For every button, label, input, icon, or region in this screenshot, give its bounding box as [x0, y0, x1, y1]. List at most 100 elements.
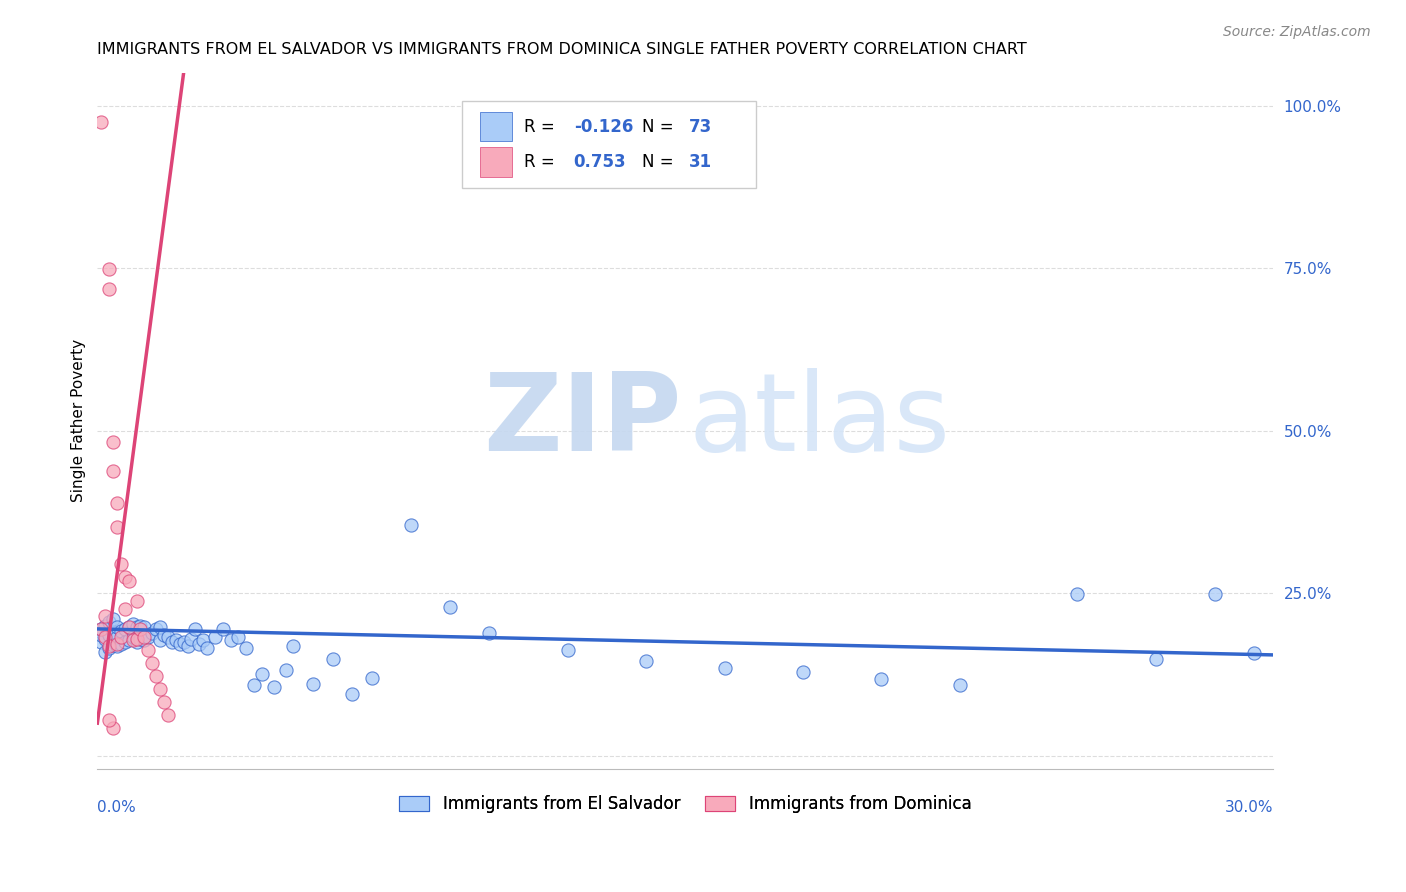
Point: [949, 678, 972, 692]
Point: [94, 608, 117, 623]
Point: [110, 557, 132, 571]
Point: [360, 671, 382, 685]
Point: [98, 282, 121, 296]
Point: [101, 625, 124, 640]
Point: [105, 630, 128, 644]
Point: [160, 635, 183, 649]
Point: [94, 631, 117, 645]
Point: [98, 628, 121, 642]
Point: [263, 681, 285, 695]
Text: atlas: atlas: [689, 368, 950, 474]
Text: N =: N =: [643, 118, 679, 136]
FancyBboxPatch shape: [479, 147, 512, 177]
Text: 73: 73: [689, 118, 713, 136]
Point: [125, 620, 148, 634]
Point: [792, 665, 814, 680]
Point: [250, 667, 273, 681]
Point: [101, 464, 124, 478]
Point: [90, 622, 112, 636]
Point: [105, 637, 128, 651]
Point: [110, 637, 132, 651]
Point: [98, 713, 121, 727]
Point: [129, 632, 152, 646]
Point: [153, 695, 176, 709]
Point: [141, 626, 163, 640]
Point: [121, 632, 143, 647]
Point: [129, 618, 152, 632]
Point: [439, 600, 461, 615]
Point: [145, 669, 167, 683]
Point: [557, 643, 579, 657]
Point: [180, 632, 202, 646]
Text: 30.0%: 30.0%: [1225, 800, 1274, 815]
Point: [101, 435, 124, 450]
Point: [134, 632, 156, 647]
Point: [134, 631, 156, 645]
Point: [243, 678, 266, 692]
Point: [125, 632, 148, 646]
Point: [302, 677, 325, 691]
Point: [870, 672, 893, 686]
Point: [125, 594, 148, 608]
Point: [219, 632, 242, 647]
Text: 0.753: 0.753: [574, 153, 626, 171]
FancyBboxPatch shape: [463, 101, 756, 188]
Point: [636, 654, 658, 668]
Point: [94, 645, 117, 659]
Point: [1243, 646, 1265, 660]
Text: R =: R =: [524, 153, 560, 171]
Point: [114, 602, 136, 616]
Point: [184, 622, 207, 636]
Point: [156, 708, 179, 723]
Text: -0.126: -0.126: [574, 118, 633, 136]
Point: [1204, 587, 1226, 601]
Point: [173, 635, 195, 649]
Point: [399, 517, 422, 532]
Point: [90, 628, 112, 642]
Point: [149, 682, 172, 697]
Point: [114, 570, 136, 584]
Point: [149, 632, 172, 647]
Point: [156, 631, 179, 645]
Point: [176, 640, 198, 654]
Point: [136, 631, 159, 645]
Point: [188, 637, 211, 651]
Text: Source: ZipAtlas.com: Source: ZipAtlas.com: [1223, 25, 1371, 39]
Point: [118, 620, 141, 634]
Point: [101, 722, 124, 736]
Point: [121, 617, 143, 632]
Point: [713, 661, 735, 675]
Point: [118, 632, 141, 647]
Point: [136, 643, 159, 657]
Point: [114, 622, 136, 636]
Text: ZIP: ZIP: [484, 368, 682, 474]
Point: [228, 631, 250, 645]
Legend: Immigrants from El Salvador, Immigrants from Dominica: Immigrants from El Salvador, Immigrants …: [392, 789, 979, 820]
Text: 0.0%: 0.0%: [97, 800, 136, 815]
Point: [149, 620, 172, 634]
Point: [153, 628, 176, 642]
FancyBboxPatch shape: [479, 112, 512, 142]
Point: [98, 262, 121, 277]
Point: [114, 635, 136, 649]
Point: [94, 618, 117, 632]
Text: N =: N =: [643, 153, 679, 171]
Point: [98, 640, 121, 654]
Point: [110, 624, 132, 638]
Point: [125, 635, 148, 649]
Point: [98, 615, 121, 630]
Text: IMMIGRANTS FROM EL SALVADOR VS IMMIGRANTS FROM DOMINICA SINGLE FATHER POVERTY CO: IMMIGRANTS FROM EL SALVADOR VS IMMIGRANT…: [97, 42, 1028, 57]
Y-axis label: Single Father Poverty: Single Father Poverty: [72, 339, 86, 502]
Point: [1066, 587, 1088, 601]
Point: [101, 638, 124, 652]
Point: [101, 612, 124, 626]
Point: [165, 632, 187, 647]
Point: [94, 632, 117, 646]
Point: [105, 520, 128, 534]
Point: [90, 115, 112, 129]
Point: [211, 622, 233, 636]
Point: [118, 620, 141, 634]
Point: [478, 626, 501, 640]
Point: [110, 631, 132, 645]
Text: R =: R =: [524, 118, 560, 136]
